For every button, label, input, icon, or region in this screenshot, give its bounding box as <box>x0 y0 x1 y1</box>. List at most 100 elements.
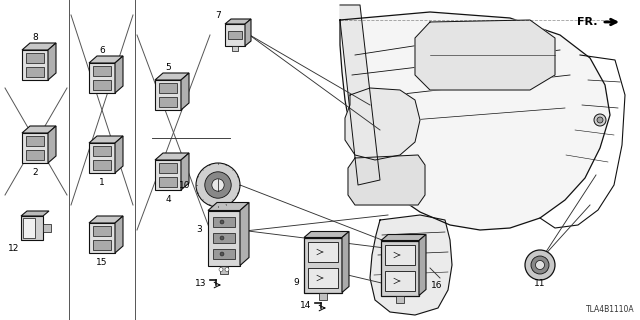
Polygon shape <box>240 203 249 266</box>
Bar <box>93 160 111 170</box>
Bar <box>93 146 111 156</box>
Text: TLA4B1110A: TLA4B1110A <box>586 305 635 314</box>
Polygon shape <box>115 216 123 253</box>
Bar <box>93 66 111 76</box>
Text: 14: 14 <box>300 301 311 310</box>
Bar <box>155 80 181 110</box>
Polygon shape <box>181 153 189 190</box>
Bar <box>26 150 44 160</box>
Circle shape <box>531 256 549 274</box>
Circle shape <box>212 179 224 191</box>
Text: 2: 2 <box>32 168 38 177</box>
Circle shape <box>220 236 224 240</box>
Bar <box>159 83 177 93</box>
Bar <box>155 160 181 190</box>
Bar <box>159 97 177 107</box>
Polygon shape <box>225 19 251 24</box>
Bar <box>212 217 236 227</box>
Text: 4: 4 <box>165 195 171 204</box>
Bar <box>26 53 44 63</box>
Polygon shape <box>415 20 555 90</box>
Bar <box>93 80 111 90</box>
Polygon shape <box>48 126 56 163</box>
Text: 12: 12 <box>8 244 19 253</box>
Text: 1: 1 <box>99 178 105 187</box>
Bar <box>396 295 404 302</box>
Polygon shape <box>115 136 123 173</box>
Polygon shape <box>22 126 56 133</box>
Bar <box>21 216 43 240</box>
Bar <box>308 268 338 288</box>
Bar <box>225 24 245 46</box>
Bar <box>228 31 242 39</box>
Text: 7: 7 <box>215 11 221 20</box>
Text: 10: 10 <box>179 180 190 189</box>
Circle shape <box>196 163 240 207</box>
Text: 9: 9 <box>293 278 299 287</box>
Polygon shape <box>89 216 123 223</box>
Polygon shape <box>48 43 56 80</box>
Text: FR.: FR. <box>577 17 598 27</box>
Bar <box>26 136 44 146</box>
Polygon shape <box>155 73 189 80</box>
Polygon shape <box>348 155 425 205</box>
Bar <box>208 211 240 266</box>
Text: 11: 11 <box>534 279 546 288</box>
Bar <box>93 240 111 250</box>
Bar <box>89 223 115 253</box>
Bar <box>304 237 342 292</box>
Circle shape <box>220 252 224 256</box>
Polygon shape <box>345 88 420 160</box>
Bar <box>212 233 236 243</box>
Circle shape <box>597 117 603 123</box>
Circle shape <box>225 268 229 271</box>
Text: 6: 6 <box>99 46 105 55</box>
Polygon shape <box>115 56 123 93</box>
Bar <box>93 226 111 236</box>
Polygon shape <box>155 153 189 160</box>
Text: 15: 15 <box>96 258 108 267</box>
Polygon shape <box>181 73 189 110</box>
Bar <box>159 163 177 173</box>
Text: 3: 3 <box>196 226 202 235</box>
Polygon shape <box>22 43 56 50</box>
Bar <box>89 143 115 173</box>
Polygon shape <box>419 235 426 295</box>
Polygon shape <box>89 136 123 143</box>
Bar <box>159 177 177 187</box>
Polygon shape <box>304 231 349 237</box>
Circle shape <box>536 260 545 269</box>
Bar <box>23 218 35 238</box>
Bar <box>385 271 415 291</box>
Bar <box>232 46 238 51</box>
Circle shape <box>525 250 555 280</box>
Circle shape <box>219 268 223 271</box>
Polygon shape <box>208 203 249 211</box>
Bar <box>220 266 228 274</box>
Bar <box>43 224 51 232</box>
Text: 16: 16 <box>431 281 442 290</box>
Polygon shape <box>340 5 380 185</box>
Polygon shape <box>245 19 251 46</box>
Polygon shape <box>21 211 49 216</box>
Bar <box>26 67 44 77</box>
Polygon shape <box>370 215 452 315</box>
Bar <box>89 63 115 93</box>
Polygon shape <box>381 235 426 241</box>
Bar <box>22 133 48 163</box>
Bar <box>308 242 338 262</box>
Text: 8: 8 <box>32 33 38 42</box>
Polygon shape <box>342 231 349 292</box>
Circle shape <box>220 220 224 224</box>
Bar <box>381 241 419 295</box>
Bar <box>22 50 48 80</box>
Bar <box>385 245 415 265</box>
Text: 13: 13 <box>195 278 206 287</box>
Bar <box>212 249 236 259</box>
Circle shape <box>594 114 606 126</box>
Polygon shape <box>340 12 610 230</box>
Bar <box>319 292 327 300</box>
Text: 5: 5 <box>165 63 171 72</box>
Circle shape <box>205 172 231 198</box>
Polygon shape <box>89 56 123 63</box>
